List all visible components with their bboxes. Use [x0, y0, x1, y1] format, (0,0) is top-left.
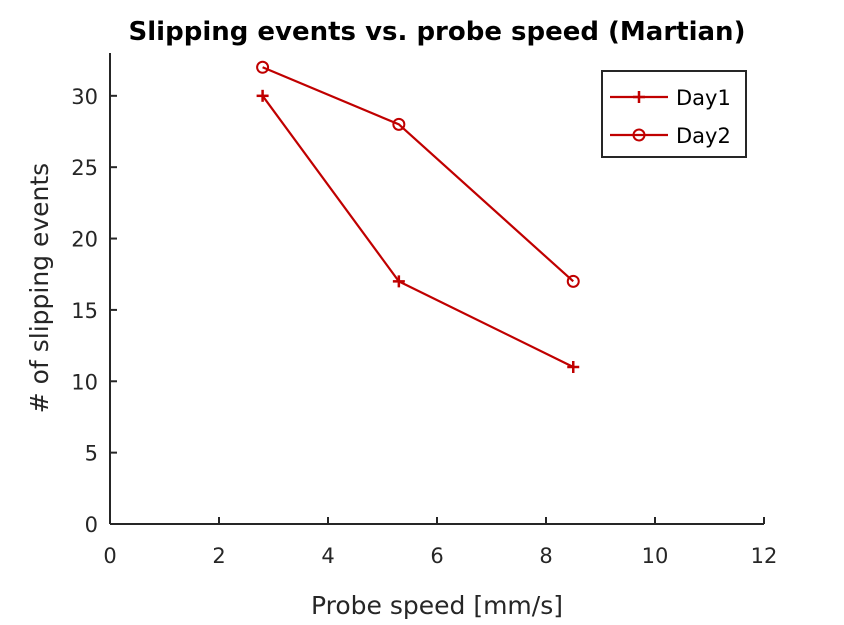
y-tick-label: 0: [85, 513, 98, 537]
data-point-day2: [392, 117, 406, 131]
data-point-day1: [567, 361, 580, 373]
legend-label-day2: Day2: [676, 124, 731, 148]
y-axis-label: # of slipping events: [25, 163, 54, 413]
x-tick-label: 8: [539, 544, 552, 568]
x-tick-label: 10: [642, 544, 669, 568]
legend-marker-day1: [633, 91, 645, 103]
data-point-day2: [566, 274, 580, 288]
legend: Day1 Day2: [601, 70, 747, 158]
x-tick-label: 12: [751, 544, 778, 568]
data-point-day1: [256, 89, 269, 102]
x-ticks: 0 2 4 6 8 10 12: [103, 517, 777, 568]
y-tick-label: 30: [71, 85, 98, 109]
x-tick-label: 2: [212, 544, 225, 568]
y-tick-label: 20: [71, 228, 98, 252]
x-axis-label: Probe speed [mm/s]: [311, 591, 563, 620]
legend-marker-day2: [632, 128, 646, 142]
y-tick-label: 5: [85, 442, 98, 466]
x-tick-label: 4: [321, 544, 334, 568]
plot-series: [256, 60, 580, 373]
legend-box: [601, 70, 747, 158]
data-point-day2: [256, 60, 270, 74]
legend-label-day1: Day1: [676, 86, 731, 110]
chart-title: Slipping events vs. probe speed (Martian…: [129, 17, 746, 47]
data-point-day1: [392, 275, 405, 288]
series-line-day2: [262, 66, 574, 283]
y-tick-label: 15: [71, 299, 98, 323]
y-tick-label: 25: [71, 156, 98, 180]
x-tick-label: 6: [430, 544, 443, 568]
y-ticks: 0 5 10 15 20 25 30: [71, 85, 117, 537]
x-tick-label: 0: [103, 544, 116, 568]
y-tick-label: 10: [71, 370, 98, 394]
